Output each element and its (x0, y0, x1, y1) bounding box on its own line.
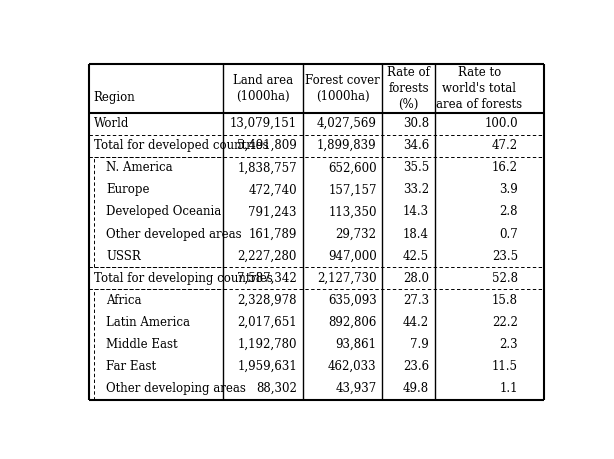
Text: 2,328,978: 2,328,978 (238, 294, 297, 307)
Text: 43,937: 43,937 (335, 382, 376, 395)
Text: 27.3: 27.3 (403, 294, 429, 307)
Text: USSR: USSR (106, 250, 141, 263)
Text: 2,227,280: 2,227,280 (238, 250, 297, 263)
Text: 2,017,651: 2,017,651 (238, 316, 297, 329)
Text: 7,587,342: 7,587,342 (237, 272, 297, 285)
Text: 14.3: 14.3 (403, 206, 429, 218)
Text: 4,027,569: 4,027,569 (317, 117, 376, 130)
Text: 18.4: 18.4 (403, 228, 429, 241)
Text: World: World (95, 117, 130, 130)
Text: 44.2: 44.2 (403, 316, 429, 329)
Text: 462,033: 462,033 (328, 360, 376, 373)
Text: 22.2: 22.2 (492, 316, 518, 329)
Text: 892,806: 892,806 (328, 316, 376, 329)
Text: Latin America: Latin America (106, 316, 190, 329)
Text: 49.8: 49.8 (403, 382, 429, 395)
Text: 1.1: 1.1 (499, 382, 518, 395)
Text: 100.0: 100.0 (484, 117, 518, 130)
Text: 93,861: 93,861 (336, 338, 376, 351)
Text: 635,093: 635,093 (328, 294, 376, 307)
Text: Middle East: Middle East (106, 338, 178, 351)
Text: 29,732: 29,732 (336, 228, 376, 241)
Text: Other developed areas: Other developed areas (106, 228, 242, 241)
Text: 652,600: 652,600 (328, 161, 376, 174)
Text: Rate to
world's total
area of forests: Rate to world's total area of forests (436, 66, 522, 111)
Text: 23.6: 23.6 (403, 360, 429, 373)
Text: Africa: Africa (106, 294, 142, 307)
Text: Developed Oceania: Developed Oceania (106, 206, 222, 218)
Text: 13,079,151: 13,079,151 (230, 117, 297, 130)
Text: 7.9: 7.9 (410, 338, 429, 351)
Text: 2.3: 2.3 (499, 338, 518, 351)
Text: 947,000: 947,000 (328, 250, 376, 263)
Text: 42.5: 42.5 (403, 250, 429, 263)
Text: Other developing areas: Other developing areas (106, 382, 246, 395)
Text: 1,959,631: 1,959,631 (237, 360, 297, 373)
Text: 2,127,730: 2,127,730 (317, 272, 376, 285)
Text: 15.8: 15.8 (492, 294, 518, 307)
Text: 88,302: 88,302 (256, 382, 297, 395)
Text: 5,491,809: 5,491,809 (237, 139, 297, 152)
Text: Total for developing countries: Total for developing countries (95, 272, 273, 285)
Text: Region: Region (93, 90, 135, 104)
Text: N. America: N. America (106, 161, 173, 174)
Text: 28.0: 28.0 (403, 272, 429, 285)
Text: 34.6: 34.6 (403, 139, 429, 152)
Text: 161,789: 161,789 (249, 228, 297, 241)
Text: 11.5: 11.5 (492, 360, 518, 373)
Text: 33.2: 33.2 (403, 184, 429, 196)
Text: Total for developed countries: Total for developed countries (95, 139, 269, 152)
Text: Europe: Europe (106, 184, 150, 196)
Text: 0.7: 0.7 (499, 228, 518, 241)
Text: 23.5: 23.5 (492, 250, 518, 263)
Text: 157,157: 157,157 (328, 184, 376, 196)
Text: 30.8: 30.8 (403, 117, 429, 130)
Text: Far East: Far East (106, 360, 157, 373)
Text: Land area
(1000ha): Land area (1000ha) (233, 74, 293, 103)
Text: 113,350: 113,350 (328, 206, 376, 218)
Text: Forest cover
(1000ha): Forest cover (1000ha) (305, 74, 380, 103)
Text: 472,740: 472,740 (248, 184, 297, 196)
Text: 52.8: 52.8 (492, 272, 518, 285)
Text: 2.8: 2.8 (499, 206, 518, 218)
Text: 3.9: 3.9 (499, 184, 518, 196)
Text: 1,838,757: 1,838,757 (238, 161, 297, 174)
Text: Rate of
forests
(%): Rate of forests (%) (387, 66, 430, 111)
Text: 47.2: 47.2 (492, 139, 518, 152)
Text: 16.2: 16.2 (492, 161, 518, 174)
Text: 35.5: 35.5 (403, 161, 429, 174)
Text: 791,243: 791,243 (249, 206, 297, 218)
Text: 1,192,780: 1,192,780 (238, 338, 297, 351)
Text: 1,899,839: 1,899,839 (317, 139, 376, 152)
